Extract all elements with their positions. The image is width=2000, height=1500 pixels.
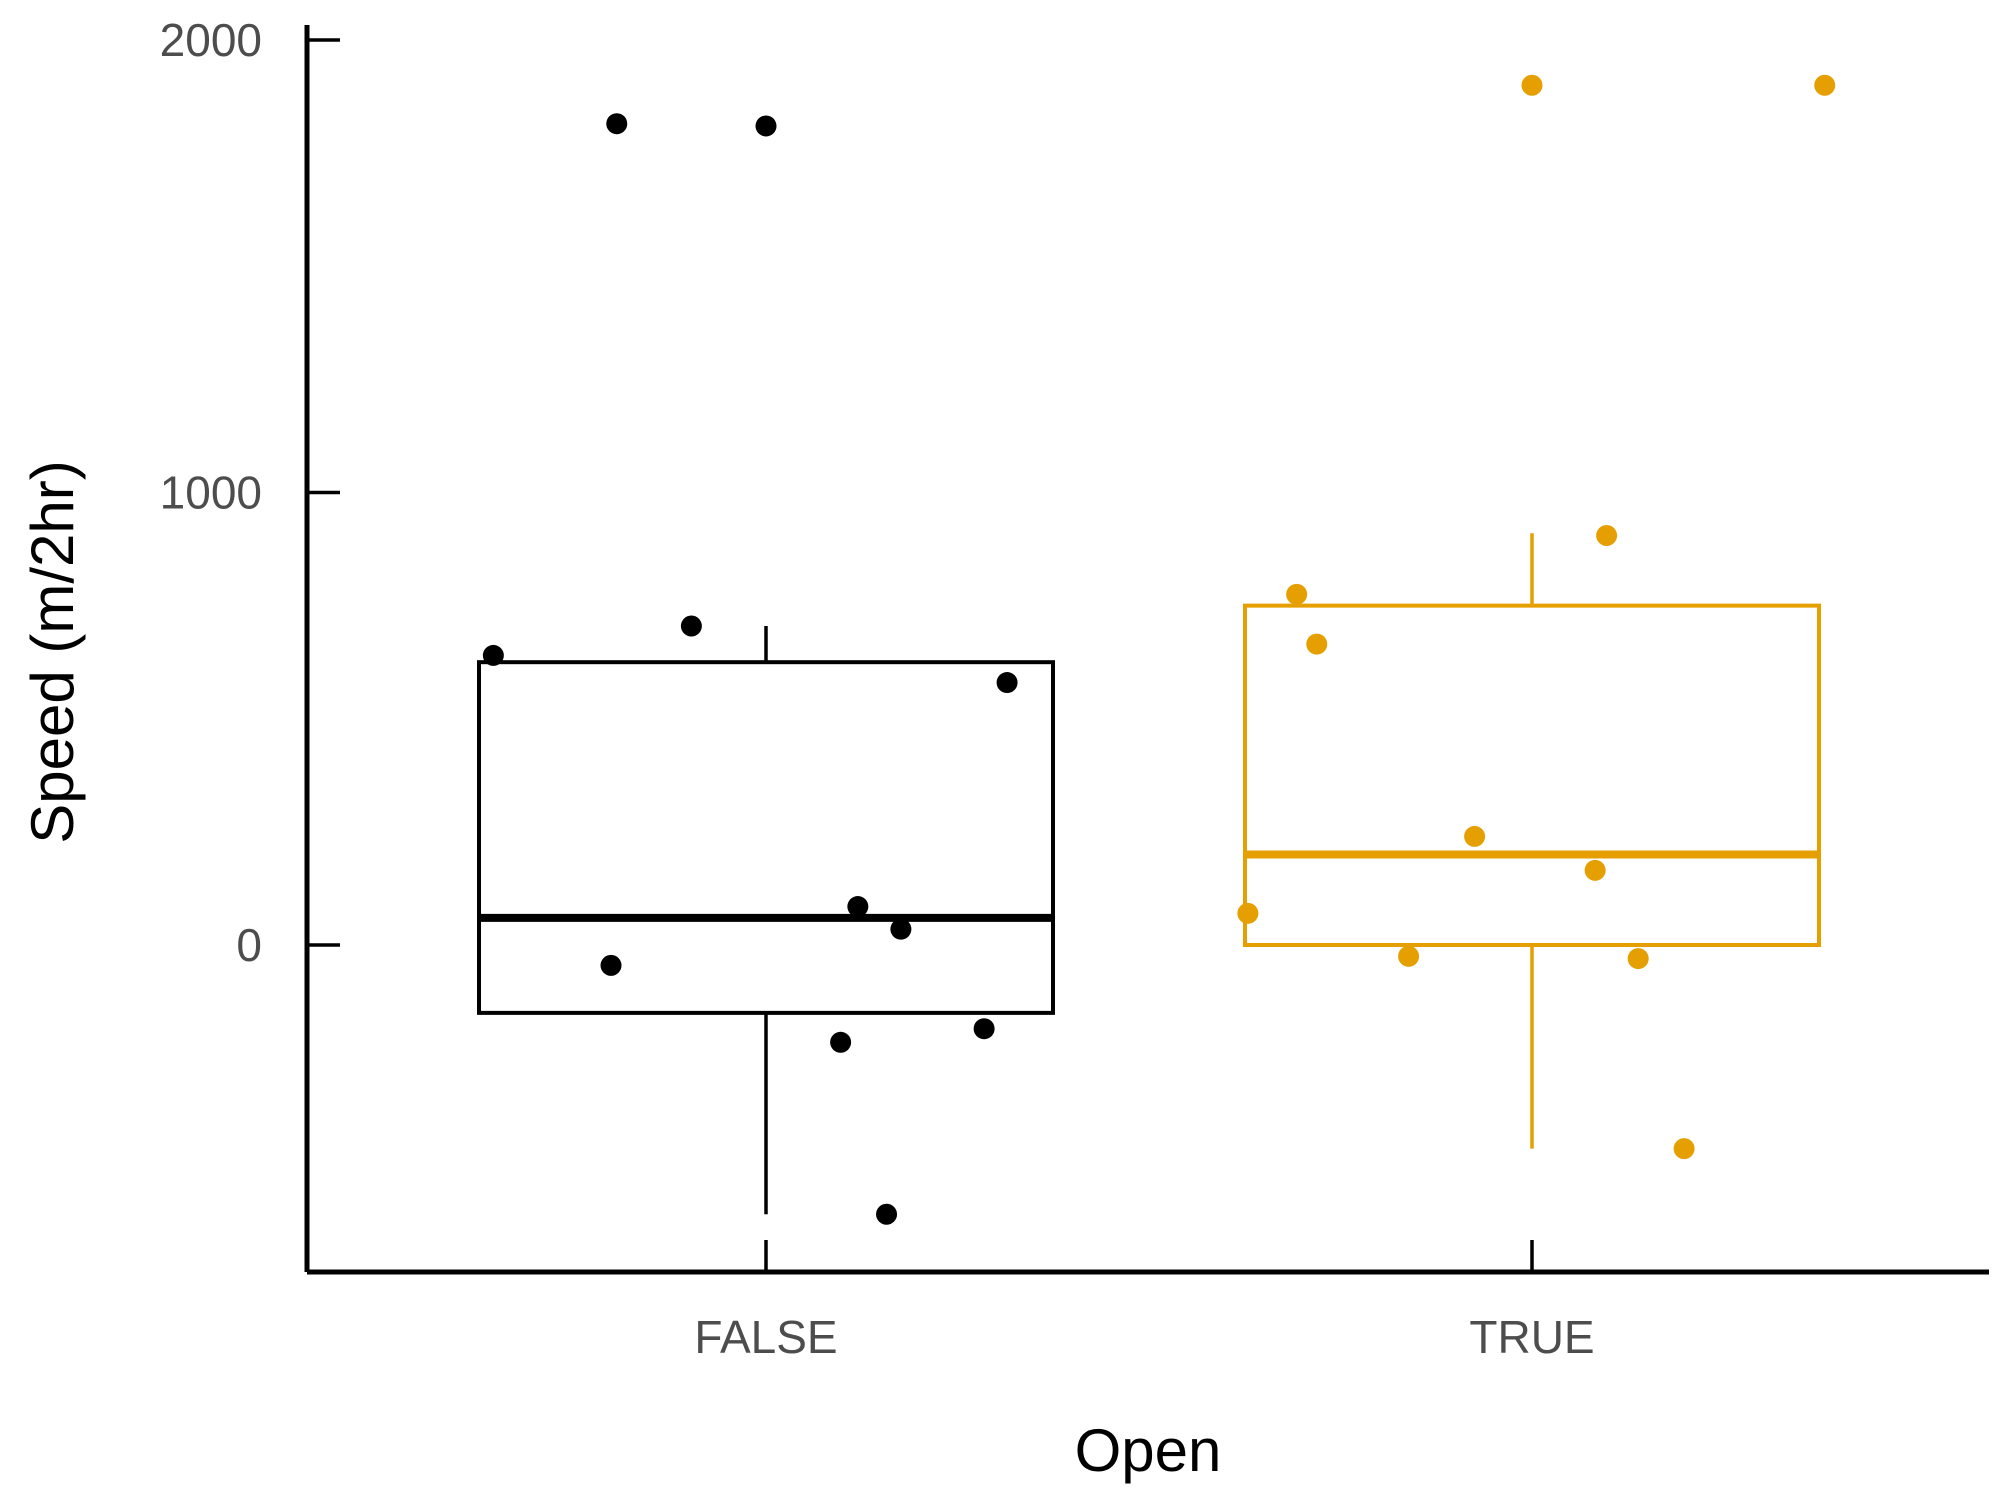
- data-point-false-10: [876, 1203, 898, 1225]
- data-point-false-5: [847, 896, 869, 918]
- y-tick-label-1000: 1000: [160, 467, 262, 519]
- data-point-true-14: [1286, 583, 1308, 605]
- data-point-false-6: [890, 918, 912, 940]
- data-point-true-21: [1673, 1138, 1695, 1160]
- axes-layer: [304, 25, 1989, 1275]
- data-point-false-7: [600, 954, 622, 976]
- data-point-true-20: [1627, 948, 1649, 970]
- data-point-false-4: [996, 672, 1018, 694]
- data-point-true-12: [1814, 74, 1836, 96]
- data-point-false-8: [973, 1018, 995, 1040]
- data-point-true-13: [1596, 524, 1618, 546]
- data-point-true-15: [1306, 633, 1328, 655]
- data-point-true-16: [1464, 825, 1486, 847]
- data-point-false-0: [606, 113, 628, 135]
- data-point-false-1: [755, 115, 777, 137]
- y-tick-label-0: 0: [236, 919, 262, 971]
- data-point-true-19: [1398, 945, 1420, 967]
- boxes-layer: [477, 533, 1821, 1215]
- y-axis-title: Speed (m/2hr): [19, 460, 86, 844]
- box-true: [1243, 603, 1821, 947]
- x-tick-label-true: TRUE: [1469, 1311, 1594, 1363]
- ticks-layer: 0 1000 2000 FALSE TRUE: [160, 14, 1595, 1363]
- data-point-false-2: [680, 615, 702, 637]
- x-tick-label-false: FALSE: [694, 1311, 837, 1363]
- data-point-true-17: [1584, 859, 1606, 881]
- data-point-false-3: [482, 644, 504, 666]
- x-axis-title: Open: [1075, 1417, 1222, 1484]
- data-point-true-18: [1237, 902, 1259, 924]
- points-layer: [482, 74, 1836, 1225]
- y-tick-label-2000: 2000: [160, 14, 262, 66]
- box-false: [477, 660, 1055, 1015]
- data-point-false-9: [830, 1031, 852, 1053]
- data-point-true-11: [1521, 74, 1543, 96]
